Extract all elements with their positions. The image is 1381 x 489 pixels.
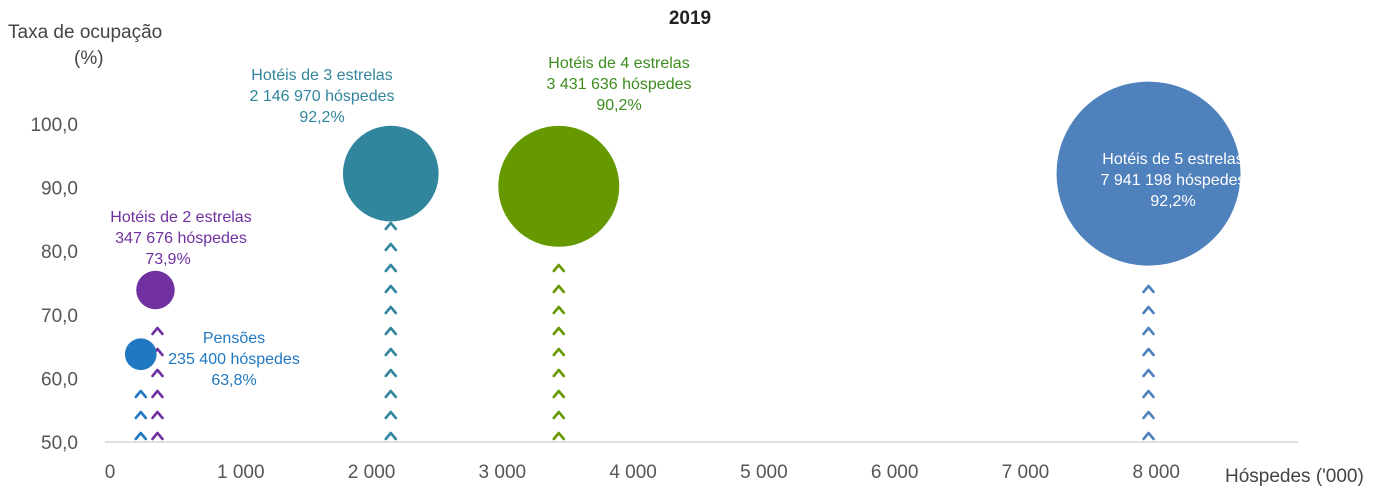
hot-is-de-2-estrelas-stem-chevron	[151, 410, 164, 420]
y-tick-label: 60,0	[41, 369, 78, 390]
hot-is-de-4-estrelas-bubble	[498, 125, 620, 247]
hot-is-de-5-estrelas-label-line: 92,2%	[1150, 193, 1195, 210]
hot-is-de-3-estrelas-label-line: 92,2%	[299, 109, 344, 126]
hot-is-de-3-estrelas-stem-chevron	[384, 410, 398, 420]
hot-is-de-4-estrelas-stem-chevron	[552, 326, 566, 336]
x-tick-label: 5 000	[740, 462, 788, 483]
pens-es-label-line: 235 400 hóspedes	[168, 351, 300, 368]
hot-is-de-4-estrelas-stem-chevron	[552, 347, 566, 357]
hot-is-de-5-estrelas-stem-chevron	[1142, 284, 1155, 294]
hot-is-de-4-estrelas-label-line: 90,2%	[596, 97, 641, 114]
y-tick-labels: 50,0 60,0 70,0 80,0 90,0 100,0	[30, 115, 78, 454]
x-axis-title: Hóspedes ('000)	[1225, 466, 1364, 487]
pens-es-stem-chevron	[134, 431, 148, 441]
hot-is-de-3-estrelas-label-line: Hotéis de 3 estrelas	[251, 67, 392, 84]
hot-is-de-4-estrelas-stem-chevron	[552, 284, 566, 294]
hot-is-de-5-estrelas-label-line: Hotéis de 5 estrelas	[1102, 151, 1243, 168]
hot-is-de-3-estrelas-stem-chevron	[384, 326, 398, 336]
x-tick-label: 7 000	[1002, 462, 1050, 483]
x-tick-label: 6 000	[871, 462, 919, 483]
hot-is-de-5-estrelas-label-line: 7 941 198 hóspedes	[1100, 172, 1245, 189]
hot-is-de-5-estrelas-bubble	[1056, 81, 1241, 266]
y-tick-label: 50,0	[41, 433, 78, 454]
hot-is-de-4-estrelas-stem-chevron	[552, 263, 566, 273]
hot-is-de-4-estrelas-label-line: Hotéis de 4 estrelas	[548, 55, 689, 72]
pens-es-label-line: Pensões	[203, 330, 265, 347]
pens-es-label-line: 63,8%	[211, 372, 256, 389]
hot-is-de-2-estrelas-stem-chevron	[151, 368, 164, 378]
bubble-stems	[134, 221, 1155, 441]
y-tick-label: 80,0	[41, 242, 78, 263]
hot-is-de-4-estrelas-stem-chevron	[552, 368, 566, 378]
hot-is-de-3-estrelas-stem-chevron	[384, 431, 398, 441]
hot-is-de-3-estrelas-stem-chevron	[384, 263, 398, 273]
x-tick-label: 2 000	[348, 462, 396, 483]
x-tick-label: 0	[105, 462, 116, 483]
x-tick-labels: 0 1 000 2 000 3 000 4 000 5 000 6 000 7 000 8 00…	[105, 462, 1180, 483]
x-tick-label: 4 000	[609, 462, 657, 483]
hot-is-de-2-estrelas-label-line: 73,9%	[145, 251, 190, 268]
hot-is-de-5-estrelas-stem-chevron	[1142, 368, 1155, 378]
y-tick-label: 100,0	[30, 115, 78, 136]
hot-is-de-4-estrelas-stem-chevron	[552, 431, 566, 441]
hot-is-de-5-estrelas-stem-chevron	[1142, 347, 1155, 357]
x-tick-label: 8 000	[1132, 462, 1180, 483]
hot-is-de-5-estrelas-stem-chevron	[1142, 389, 1155, 399]
hot-is-de-3-estrelas-stem-chevron	[384, 305, 398, 315]
y-tick-label: 70,0	[41, 306, 78, 327]
bubble-labels: Pensões 235 400 hóspedes 63,8% Hotéis de 2 …	[110, 55, 1245, 389]
hot-is-de-2-estrelas-stem-chevron	[151, 431, 164, 441]
hot-is-de-5-estrelas-stem-chevron	[1142, 410, 1155, 420]
hot-is-de-2-estrelas-stem-chevron	[151, 326, 164, 336]
x-tick-label: 1 000	[217, 462, 265, 483]
y-axis-title-line1: Taxa de ocupação	[8, 22, 162, 43]
hot-is-de-4-estrelas-stem-chevron	[552, 305, 566, 315]
pens-es-stem-chevron	[134, 410, 148, 420]
bubbles	[124, 81, 1241, 371]
hot-is-de-3-estrelas-bubble	[342, 125, 439, 222]
pens-es-bubble	[124, 338, 157, 371]
hot-is-de-3-estrelas-stem-chevron	[384, 368, 398, 378]
hot-is-de-2-estrelas-bubble	[136, 270, 175, 310]
y-axis-title-line2: (%)	[74, 48, 104, 69]
hot-is-de-3-estrelas-stem-chevron	[384, 242, 398, 252]
hot-is-de-4-estrelas-label-line: 3 431 636 hóspedes	[546, 76, 691, 93]
pens-es-stem-chevron	[134, 389, 148, 399]
hot-is-de-3-estrelas-stem-chevron	[384, 221, 398, 231]
hot-is-de-3-estrelas-label-line: 2 146 970 hóspedes	[249, 88, 394, 105]
hot-is-de-3-estrelas-stem-chevron	[384, 347, 398, 357]
hot-is-de-2-estrelas-stem-chevron	[151, 389, 164, 399]
hot-is-de-5-estrelas-stem-chevron	[1142, 326, 1155, 336]
hot-is-de-2-estrelas-label-line: Hotéis de 2 estrelas	[110, 209, 251, 226]
y-tick-label: 90,0	[41, 179, 78, 200]
hot-is-de-2-estrelas-label-line: 347 676 hóspedes	[115, 230, 247, 247]
x-tick-label: 3 000	[479, 462, 527, 483]
hot-is-de-4-estrelas-stem-chevron	[552, 389, 566, 399]
hot-is-de-4-estrelas-stem-chevron	[552, 410, 566, 420]
chart-title: 2019	[669, 8, 711, 29]
hot-is-de-3-estrelas-stem-chevron	[384, 284, 398, 294]
hot-is-de-3-estrelas-stem-chevron	[384, 389, 398, 399]
hot-is-de-5-estrelas-stem-chevron	[1142, 431, 1155, 441]
hot-is-de-5-estrelas-stem-chevron	[1142, 305, 1155, 315]
